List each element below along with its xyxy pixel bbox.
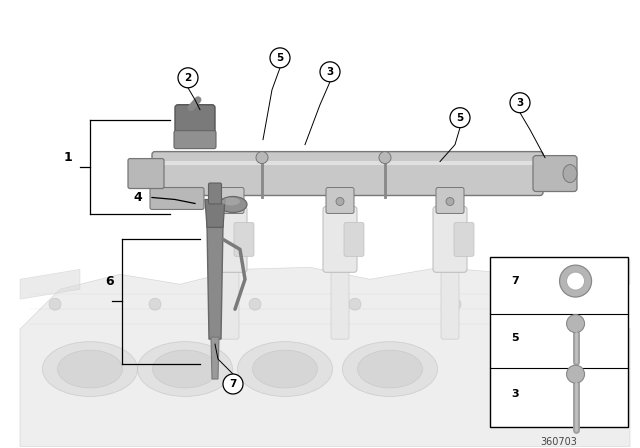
Ellipse shape	[342, 342, 438, 396]
Polygon shape	[211, 337, 219, 379]
Ellipse shape	[152, 350, 218, 388]
Circle shape	[379, 151, 391, 164]
Circle shape	[559, 265, 591, 297]
FancyBboxPatch shape	[533, 155, 577, 191]
Polygon shape	[207, 224, 223, 339]
Circle shape	[149, 298, 161, 310]
FancyBboxPatch shape	[175, 105, 215, 138]
Ellipse shape	[358, 350, 422, 388]
Text: 3: 3	[326, 67, 333, 77]
Circle shape	[510, 93, 530, 113]
Text: 5: 5	[276, 53, 284, 63]
Circle shape	[450, 108, 470, 128]
Text: 5: 5	[456, 113, 463, 123]
FancyBboxPatch shape	[323, 207, 357, 272]
Text: 360703: 360703	[541, 437, 577, 447]
FancyBboxPatch shape	[344, 222, 364, 256]
Circle shape	[249, 298, 261, 310]
FancyBboxPatch shape	[234, 222, 254, 256]
FancyBboxPatch shape	[454, 222, 474, 256]
Circle shape	[449, 298, 461, 310]
Text: 2: 2	[184, 73, 191, 83]
Circle shape	[223, 374, 243, 394]
Ellipse shape	[237, 342, 333, 396]
FancyBboxPatch shape	[433, 207, 467, 272]
FancyBboxPatch shape	[209, 183, 221, 204]
Circle shape	[566, 314, 584, 332]
Ellipse shape	[222, 198, 240, 206]
FancyBboxPatch shape	[436, 188, 464, 213]
FancyBboxPatch shape	[221, 265, 239, 339]
Text: 6: 6	[106, 275, 115, 288]
Text: 7: 7	[229, 379, 237, 389]
FancyBboxPatch shape	[128, 159, 164, 189]
Circle shape	[178, 68, 198, 88]
Text: 7: 7	[511, 276, 518, 286]
Text: 4: 4	[134, 191, 142, 204]
Polygon shape	[20, 269, 80, 299]
Circle shape	[336, 198, 344, 206]
Circle shape	[256, 151, 268, 164]
Ellipse shape	[219, 197, 247, 212]
Circle shape	[349, 298, 361, 310]
Text: 3: 3	[516, 98, 524, 108]
Text: 3: 3	[511, 389, 518, 399]
FancyBboxPatch shape	[326, 188, 354, 213]
Ellipse shape	[253, 350, 317, 388]
FancyBboxPatch shape	[152, 151, 543, 195]
Ellipse shape	[563, 164, 577, 182]
Circle shape	[446, 198, 454, 206]
FancyBboxPatch shape	[490, 257, 628, 427]
Polygon shape	[500, 259, 630, 284]
Circle shape	[49, 298, 61, 310]
Circle shape	[270, 48, 290, 68]
Ellipse shape	[42, 342, 138, 396]
Ellipse shape	[138, 342, 232, 396]
FancyBboxPatch shape	[174, 131, 216, 149]
FancyBboxPatch shape	[213, 207, 247, 272]
Circle shape	[566, 272, 584, 290]
Text: 5: 5	[511, 332, 518, 343]
Text: 1: 1	[63, 151, 72, 164]
Polygon shape	[20, 267, 630, 447]
Circle shape	[320, 62, 340, 82]
Polygon shape	[205, 199, 225, 228]
FancyBboxPatch shape	[441, 265, 459, 339]
FancyBboxPatch shape	[216, 188, 244, 213]
FancyBboxPatch shape	[150, 188, 204, 210]
Circle shape	[226, 198, 234, 206]
Circle shape	[566, 365, 584, 383]
Ellipse shape	[58, 350, 122, 388]
FancyBboxPatch shape	[331, 265, 349, 339]
